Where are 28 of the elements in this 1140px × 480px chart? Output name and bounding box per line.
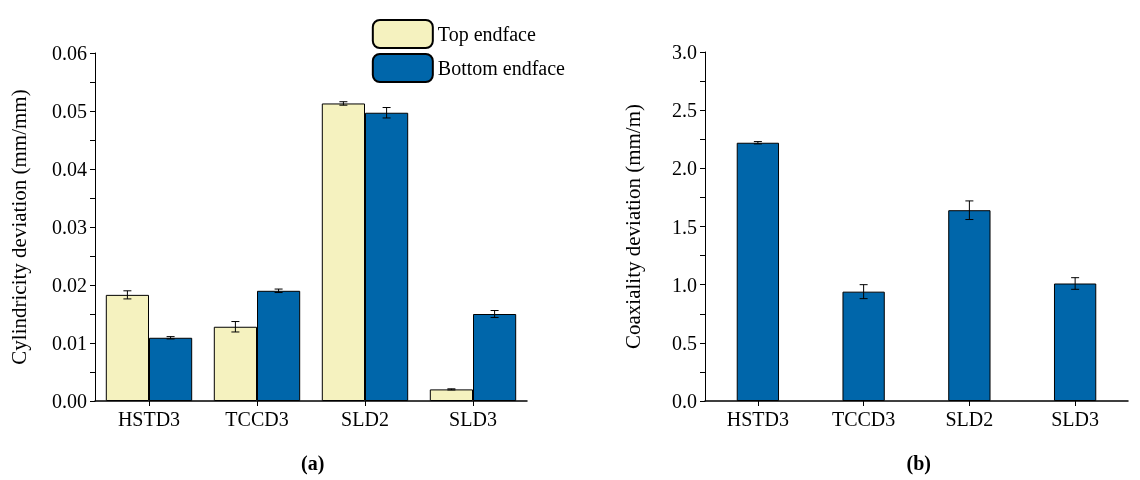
x-tick-label: SLD3 xyxy=(1051,408,1100,430)
text: (b) xyxy=(906,452,931,475)
x-tick-label: HSTD3 xyxy=(117,408,181,430)
y-tick-label: 0.00 xyxy=(52,390,87,412)
y-tick-label: 1.5 xyxy=(672,215,697,238)
legend-label: Bottom endface xyxy=(437,57,566,79)
y-tick-label: 1.0 xyxy=(672,273,697,296)
y-axis-title: Cylindricity deviation (mm/mm) xyxy=(6,89,31,365)
y-tick-label: 3.0 xyxy=(672,41,697,63)
x-tick-label: SLD2 xyxy=(945,408,994,430)
y-tick-label: 2.5 xyxy=(672,99,697,122)
x-tick-label: SLD3 xyxy=(449,408,497,430)
y-tick-label: 2.0 xyxy=(672,157,697,180)
text: (a) xyxy=(301,452,325,475)
legend-label: Top endface xyxy=(437,23,536,46)
y-tick-label: 0.01 xyxy=(52,332,87,354)
y-tick-label: 0.0 xyxy=(672,390,697,412)
y-tick-label: 0.05 xyxy=(52,100,87,122)
x-tick-label: TCCD3 xyxy=(831,408,896,430)
y-tick-label: 0.06 xyxy=(52,42,87,64)
y-tick-label: 0.04 xyxy=(52,158,87,180)
y-tick-label: 0.5 xyxy=(672,331,697,354)
y-tick-label: 0.03 xyxy=(52,216,87,238)
y-tick-label: 0.02 xyxy=(52,274,87,296)
x-tick-label: TCCD3 xyxy=(225,408,289,430)
x-tick-label: HSTD3 xyxy=(726,408,789,430)
x-tick-label: SLD2 xyxy=(341,408,389,430)
y-axis-title: Coaxiality deviation (mm/m) xyxy=(620,104,645,349)
